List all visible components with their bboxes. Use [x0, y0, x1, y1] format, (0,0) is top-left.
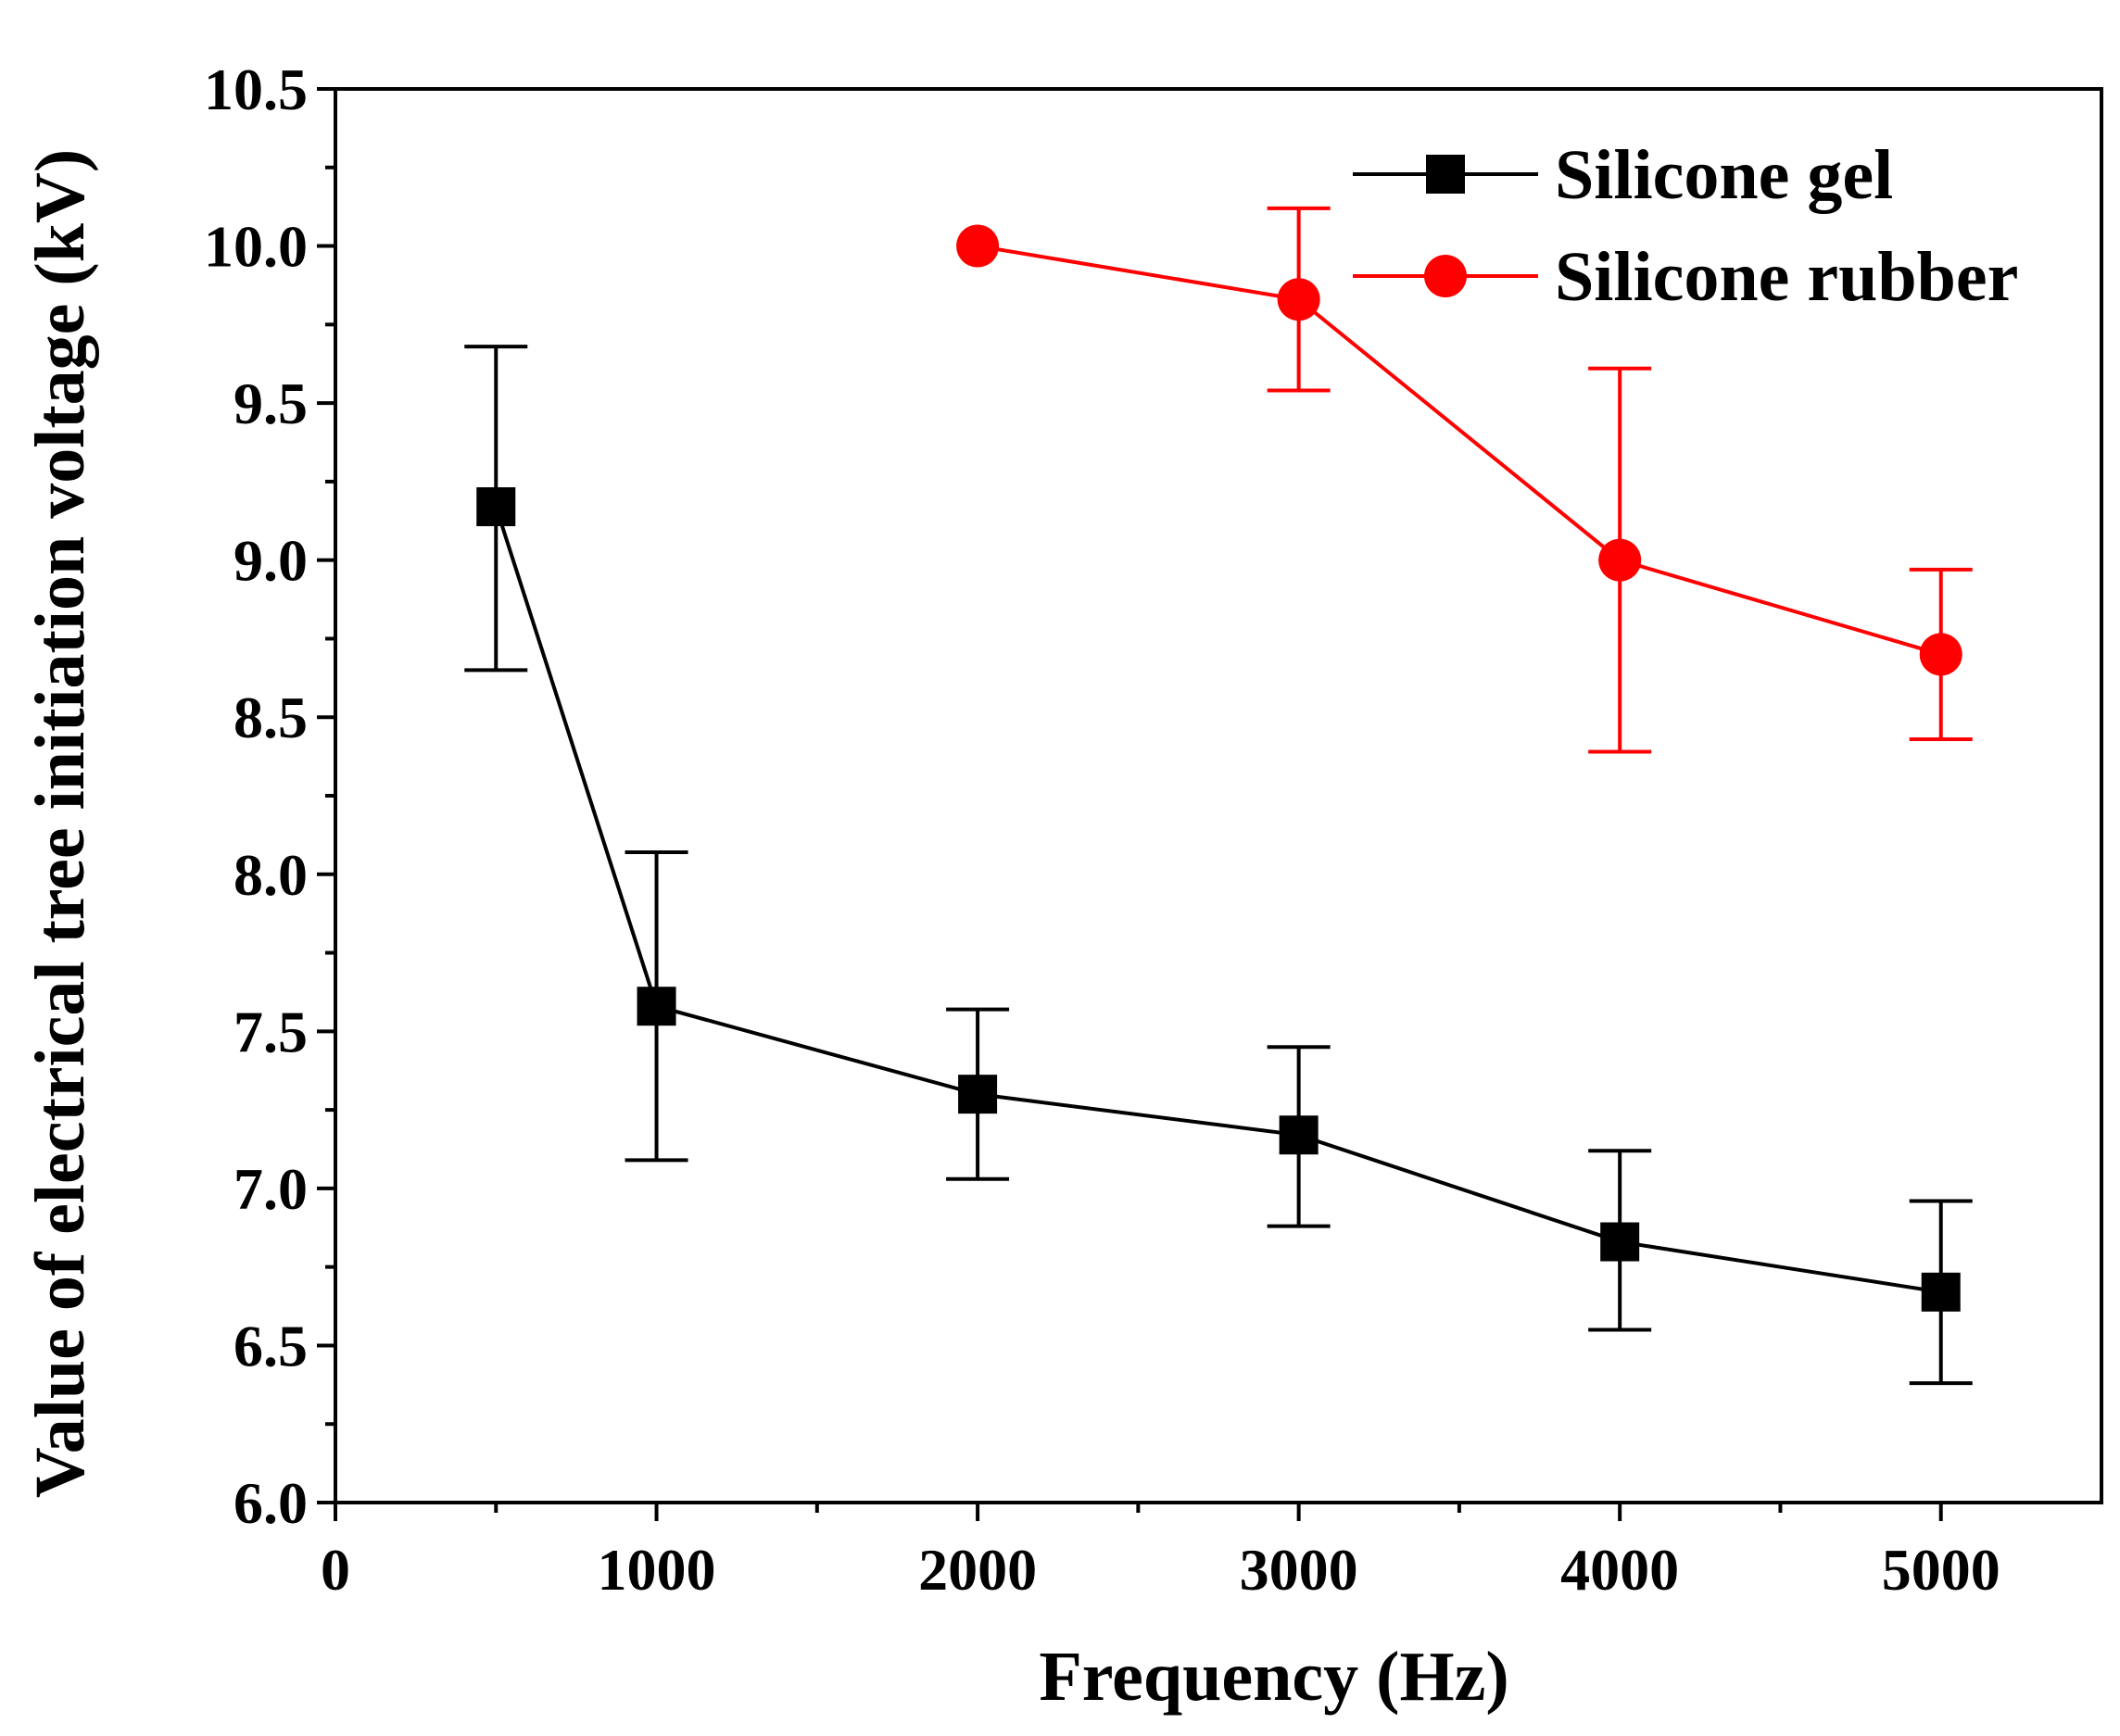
x-tick-label: 4000 — [1560, 1537, 1679, 1603]
data-point — [956, 224, 1000, 268]
x-tick-label: 2000 — [918, 1537, 1037, 1603]
y-tick-label: 7.5 — [233, 999, 308, 1064]
data-point — [1277, 278, 1320, 321]
x-tick-label: 3000 — [1240, 1537, 1358, 1603]
legend: Silicone gel Silicone rubber — [1353, 136, 2018, 316]
series-layer — [464, 206, 1973, 1386]
x-tick-label: 1000 — [598, 1537, 716, 1603]
y-tick-label: 6.0 — [233, 1470, 308, 1536]
series-silicone-gel — [464, 345, 1973, 1386]
series-silicone-rubber — [956, 206, 1973, 754]
data-point — [958, 1075, 998, 1114]
legend-label: Silicone gel — [1555, 136, 1893, 214]
y-tick-label: 10.5 — [204, 57, 308, 122]
data-point — [476, 487, 516, 527]
y-tick-label: 9.5 — [233, 371, 308, 436]
data-point — [1921, 1272, 1961, 1312]
y-tick-label: 6.5 — [233, 1313, 308, 1378]
legend-marker — [1426, 155, 1465, 194]
x-tick-label: 5000 — [1882, 1537, 2000, 1603]
data-point — [1600, 1222, 1640, 1262]
y-tick-label: 8.0 — [233, 842, 308, 908]
data-point — [1598, 538, 1642, 582]
legend-label: Silicone rubber — [1555, 238, 2018, 316]
x-axis-title: Frequency (Hz) — [1039, 1638, 1508, 1716]
legend-marker — [1424, 255, 1467, 297]
series-line — [494, 506, 1942, 1294]
legend-item-silicone-rubber: Silicone rubber — [1353, 238, 2018, 316]
series-line — [977, 244, 1942, 657]
y-tick-label: 7.0 — [233, 1156, 308, 1222]
data-point — [1279, 1115, 1319, 1155]
y-tick-label: 9.0 — [233, 528, 308, 594]
y-axis-title: Value of electrical tree initiation volt… — [21, 149, 99, 1498]
axes-layer: 0 1000 2000 3000 4000 5000 6.0 6.5 7.0 7.5 8.0 8.5 9… — [204, 57, 2103, 1603]
x-tick-label: 0 — [321, 1537, 350, 1603]
data-point — [637, 987, 676, 1026]
y-tick-label: 8.5 — [233, 685, 308, 750]
legend-item-silicone-gel: Silicone gel — [1353, 136, 1893, 214]
y-tick-label: 10.0 — [204, 214, 308, 280]
data-point — [1919, 633, 1962, 676]
